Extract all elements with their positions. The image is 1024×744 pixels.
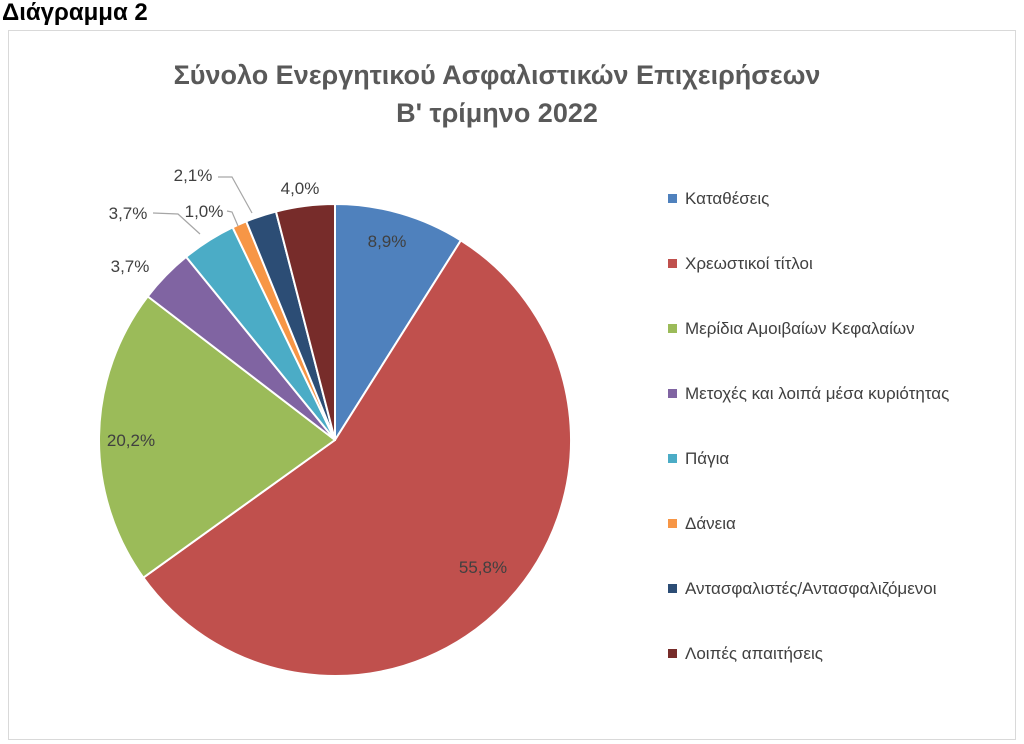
data-label-debt-securities: 55,8% — [459, 558, 507, 577]
legend-label: Αντασφαλιστές/Αντασφαλιζόμενοι — [685, 578, 937, 598]
data-label-other-receivables: 4,0% — [281, 179, 320, 198]
pie-slice-deposits — [334, 203, 462, 441]
figure-label: Διάγραμμα 2 — [2, 0, 148, 26]
legend-item-deposits: Καταθέσεις — [668, 166, 949, 231]
legend-item-loans: Δάνεια — [668, 491, 949, 556]
legend-label: Δάνεια — [685, 513, 736, 533]
legend-marker — [668, 324, 677, 333]
legend-marker — [668, 584, 677, 593]
data-label-equities: 3,7% — [111, 257, 150, 276]
legend-marker — [668, 259, 677, 268]
legend-item-equities: Μετοχές και λοιπά μέσα κυριότητας — [668, 361, 949, 426]
data-label-reinsurers: 2,1% — [174, 166, 213, 185]
leader-line-reinsurers — [218, 176, 253, 214]
legend: Καταθέσεις Χρεωστικοί τίτλοι Μερίδια Αμο… — [668, 166, 949, 686]
legend-marker — [668, 194, 677, 203]
legend-item-other-receivables: Λοιπές απαιτήσεις — [668, 621, 949, 686]
legend-marker — [668, 519, 677, 528]
chart-title: Σύνολο Ενεργητικού Ασφαλιστικών Επιχειρή… — [173, 60, 821, 90]
legend-marker — [668, 454, 677, 463]
legend-item-reinsurers: Αντασφαλιστές/Αντασφαλιζόμενοι — [668, 556, 949, 621]
leader-line-fixed-assets — [152, 212, 201, 235]
legend-item-mutual-fund-units: Μερίδια Αμοιβαίων Κεφαλαίων — [668, 296, 949, 361]
data-label-loans: 1,0% — [185, 202, 224, 221]
legend-label: Πάγια — [685, 448, 730, 468]
data-label-mutual-fund-units: 20,2% — [107, 431, 155, 450]
legend-marker — [668, 649, 677, 658]
legend-item-fixed-assets: Πάγια — [668, 426, 949, 491]
legend-marker — [668, 389, 677, 398]
data-label-deposits: 8,9% — [368, 232, 407, 251]
legend-label: Λοιπές απαιτήσεις — [685, 643, 823, 663]
leader-lines — [152, 176, 253, 235]
pie-slice-mutual-fund-units — [98, 295, 336, 579]
legend-label: Καταθέσεις — [685, 188, 770, 208]
legend-label: Χρεωστικοί τίτλοι — [685, 253, 813, 273]
pie-slices — [98, 203, 572, 677]
chart-subtitle: Β' τρίμηνο 2022 — [396, 98, 598, 128]
data-label-fixed-assets: 3,7% — [109, 204, 148, 223]
legend-item-debt-securities: Χρεωστικοί τίτλοι — [668, 231, 949, 296]
pie-slice-other-receivables — [274, 203, 336, 441]
pie-slice-debt-securities — [142, 239, 572, 677]
legend-label: Μερίδια Αμοιβαίων Κεφαλαίων — [685, 318, 915, 338]
chart-title-block: Σύνολο Ενεργητικού Ασφαλιστικών Επιχειρή… — [97, 56, 897, 132]
data-labels: 8,9% 55,8% 20,2% 3,7% 3,7% 1,0% 2,1% 4,0… — [107, 166, 507, 577]
legend-label: Μετοχές και λοιπά μέσα κυριότητας — [685, 383, 950, 403]
leader-line-loans — [226, 210, 239, 227]
